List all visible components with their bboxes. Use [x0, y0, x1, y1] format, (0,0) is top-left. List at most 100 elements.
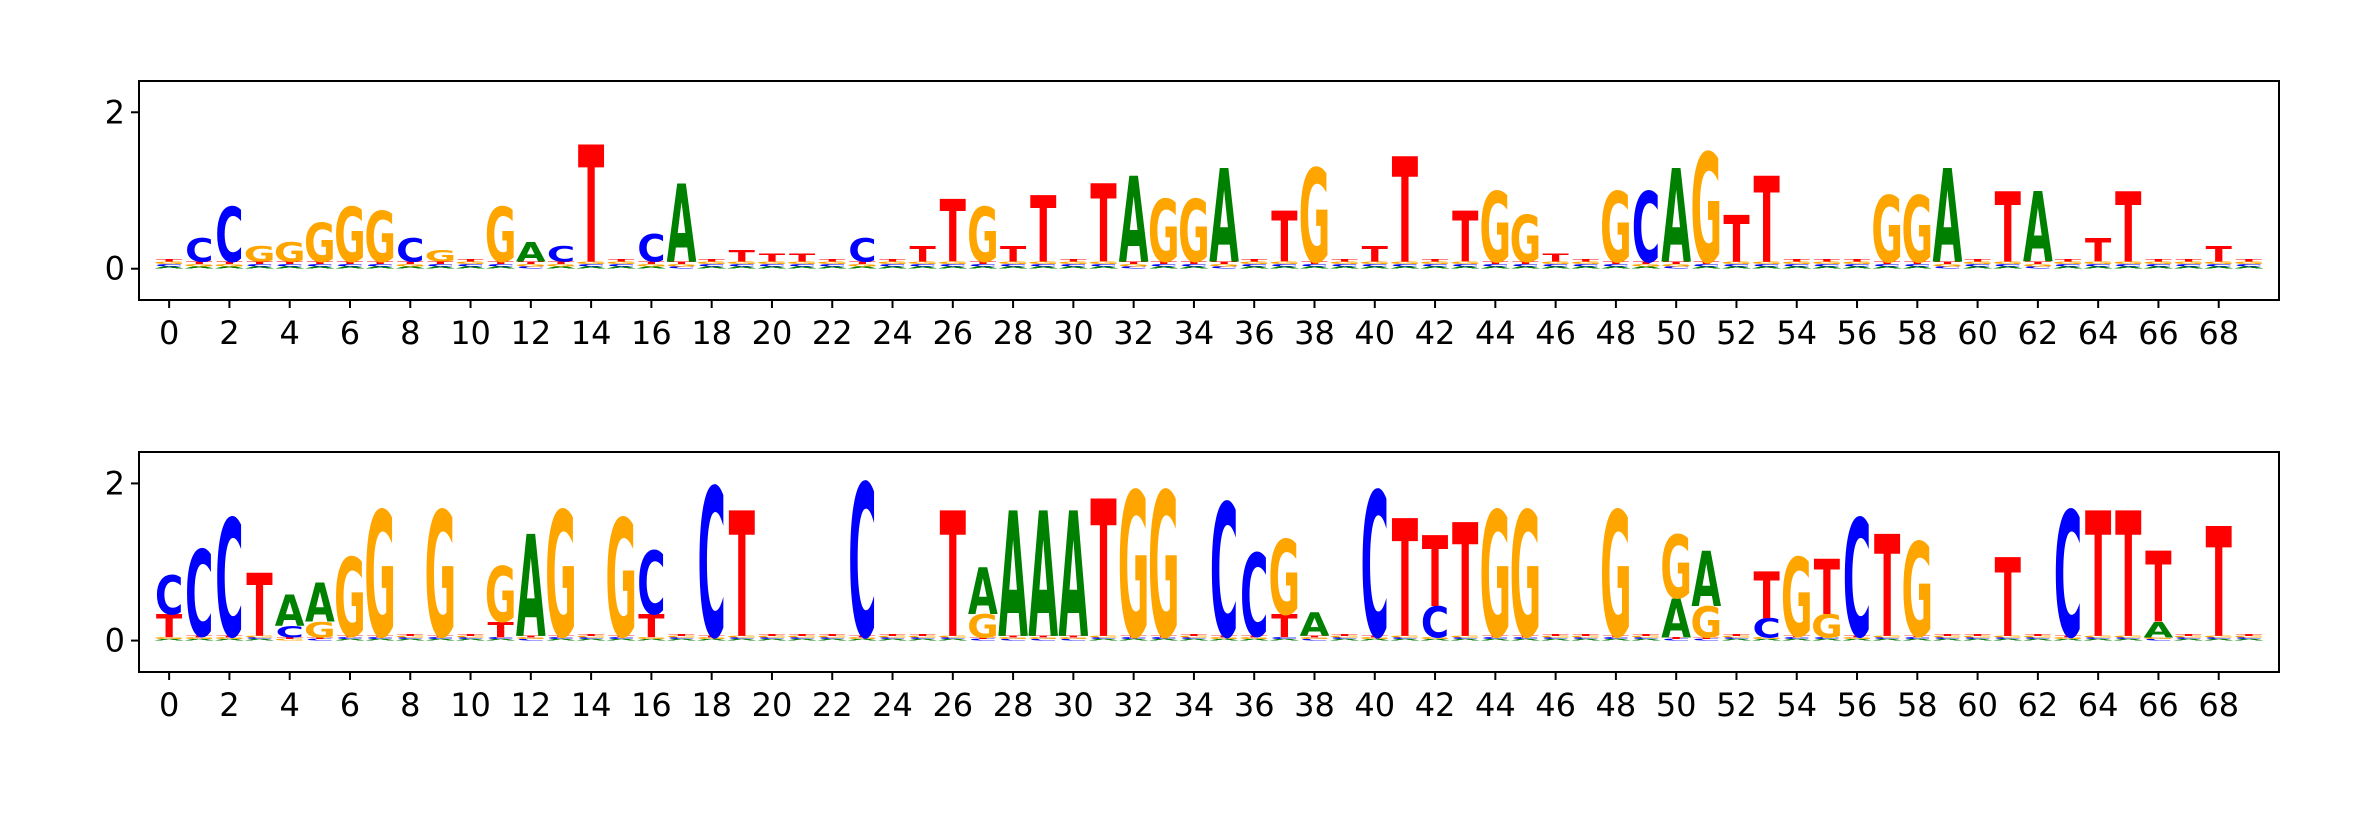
logo-letter: A — [938, 266, 968, 270]
x-tick-label: 32 — [1113, 314, 1154, 352]
logo-letter: G — [334, 537, 366, 662]
logo-letter: C — [1240, 264, 1268, 268]
logo-letter: A — [1330, 266, 1360, 270]
logo-letter: A — [998, 477, 1028, 677]
logo-letter: G — [1510, 203, 1542, 277]
logo-letter: T — [216, 636, 243, 638]
logo-letter: C — [637, 534, 665, 635]
logo-letter: T — [1422, 259, 1449, 263]
logo-letter: G — [1178, 182, 1210, 283]
logo-letter: A — [606, 639, 636, 641]
logo-letter: A — [486, 639, 516, 641]
logo-letter: G — [2052, 261, 2084, 265]
logo-letter: C — [667, 637, 695, 639]
logo-letter: A — [1661, 144, 1691, 293]
logo-letter: T — [1452, 199, 1479, 279]
logo-letter: T — [488, 261, 515, 265]
logo-letter: G — [696, 261, 728, 265]
logo-letter: A — [2053, 639, 2083, 641]
logo-letter: A — [365, 639, 395, 641]
logo-letter: T — [1934, 261, 1961, 265]
logo-letter: T — [2175, 259, 2202, 263]
logo-letter: T — [156, 608, 183, 645]
logo-letter: C — [758, 637, 786, 639]
logo-letter: A — [1872, 266, 1902, 270]
logo-letter: T — [608, 259, 635, 263]
logo-letter: C — [1933, 266, 1961, 270]
logo-letter: T — [1874, 261, 1901, 265]
logo-letter: C — [1843, 264, 1871, 268]
logo-letter: A — [847, 639, 877, 641]
x-tick-label: 0 — [159, 314, 179, 352]
logo-letter: C — [1150, 637, 1178, 639]
logo-letter: C — [2114, 637, 2142, 639]
logo-letter: G — [907, 636, 939, 638]
logo-letter: C — [1481, 264, 1509, 268]
logo-letter: C — [637, 227, 665, 270]
logo-letter: G — [1811, 608, 1843, 645]
logo-letter: T — [1392, 128, 1418, 296]
logo-letter: C — [1662, 639, 1690, 641]
logo-letter: A — [1450, 266, 1480, 270]
logo-letter: C — [607, 637, 635, 639]
logo-letter: G — [1208, 637, 1240, 639]
logo-letter: T — [246, 261, 273, 265]
logo-letter: A — [727, 639, 757, 641]
logo-letter: A — [1209, 639, 1239, 641]
logo-letter: G — [1751, 261, 1783, 265]
logo-letter: A — [1902, 639, 1932, 641]
logo-letter: A — [1631, 266, 1661, 270]
logo-letter: G — [1721, 636, 1753, 638]
logo-letter: G — [1660, 518, 1692, 619]
logo-letter: G — [1329, 636, 1361, 638]
logo-letter: A — [2023, 639, 2053, 641]
x-tick-label: 64 — [2078, 314, 2119, 352]
logo-letter: G — [786, 636, 818, 638]
logo-letter: A — [1601, 266, 1631, 270]
axes-frame — [138, 80, 2280, 301]
logo-letter: G — [515, 637, 547, 639]
logo-letter: T — [1211, 636, 1238, 638]
logo-letter: G — [2112, 261, 2144, 265]
logo-letter: C — [1391, 264, 1419, 268]
logo-letter: C — [2084, 637, 2112, 639]
logo-letter: C — [276, 623, 304, 642]
logo-letter: A — [1269, 639, 1299, 641]
logo-letter: G — [1871, 636, 1903, 638]
logo-letter: G — [394, 636, 426, 638]
logo-letter: C — [2174, 264, 2202, 268]
logo-letter: A — [1963, 266, 1993, 270]
logo-letter: G — [1660, 264, 1692, 268]
logo-letter: C — [2205, 264, 2233, 268]
logo-letter: A — [1420, 639, 1450, 641]
logo-letter: A — [456, 639, 486, 641]
logo-letter: G — [274, 639, 306, 641]
y-tick-label: 0 — [105, 622, 125, 660]
logo-letter: G — [304, 618, 336, 643]
logo-letter: T — [1211, 261, 1238, 265]
logo-letter: T — [1633, 261, 1660, 265]
logo-letter: G — [1449, 636, 1481, 638]
x-tick-label: 12 — [510, 686, 551, 724]
logo-letter: G — [1480, 174, 1512, 286]
logo-letter: C — [2084, 264, 2112, 268]
logo-letter: C — [1421, 264, 1449, 268]
x-tick-label: 36 — [1234, 314, 1275, 352]
logo-letter: C — [1511, 637, 1539, 639]
logo-letter: A — [184, 639, 214, 641]
x-tick-label: 32 — [1113, 686, 1154, 724]
logo-letter: A — [395, 639, 425, 641]
logo-letter: T — [940, 182, 966, 283]
logo-letter: G — [575, 261, 607, 265]
x-tick-label: 50 — [1656, 314, 1697, 352]
x-tick-label: 26 — [932, 314, 973, 352]
logo-letter: T — [1512, 636, 1539, 638]
logo-letter: C — [788, 264, 816, 268]
logo-letter: G — [636, 637, 668, 639]
logo-letter: T — [2206, 242, 2233, 267]
logo-letter: C — [577, 637, 605, 639]
logo-letter: A — [245, 639, 275, 641]
x-tick-label: 62 — [2018, 686, 2059, 724]
logo-letter: A — [1239, 639, 1269, 641]
